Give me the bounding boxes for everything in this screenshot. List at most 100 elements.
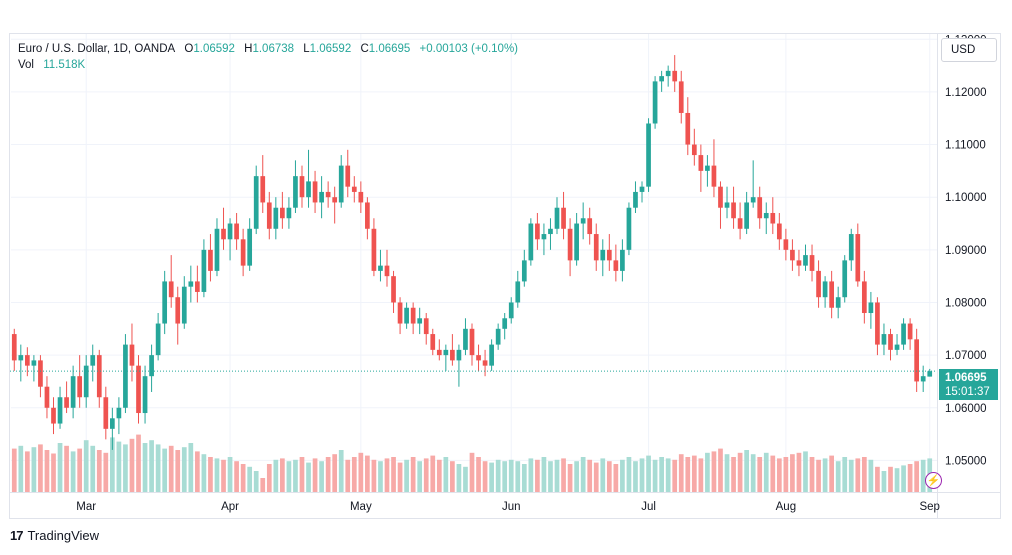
candle-body [633,191,638,208]
candle-body [181,286,187,324]
volume-bar [116,441,122,492]
volume-bar [861,457,867,492]
volume-bar [796,452,802,492]
price-axis[interactable]: 1.05000 1.06000 1.07000 1.08000 1.09000 1.100… [945,34,987,467]
candle-body [691,144,697,156]
volume-bar [835,461,841,492]
volume-bars [11,434,933,492]
volume-bar [397,462,403,492]
candle-body [476,355,481,361]
volume-bar [214,458,220,492]
candle-body [149,355,154,377]
candle-body [96,355,102,398]
volume-bar [423,458,429,492]
candle-body [175,297,181,324]
volume-bar [430,455,436,492]
volume-bar [469,452,475,492]
candle-body [665,70,671,77]
volume-bar [201,454,207,492]
ohlc-row: Euro / U.S. Dollar, 1D, OANDA O1.06592 H… [18,41,518,57]
lightning-icon[interactable]: ⚡ [925,472,942,489]
volume-bar [515,461,521,492]
volume-bar [554,459,560,492]
volume-bar [561,458,566,492]
volume-bar [744,450,749,492]
volume-label[interactable]: Vol [18,59,34,71]
candle-body [312,181,318,203]
candle-body [508,302,514,319]
candle-body [201,249,207,292]
candle-body [345,165,351,187]
candle-body [796,260,802,266]
close-label: C [360,43,369,55]
price-tick-label: 1.08000 [945,297,987,309]
volume-bar [705,452,710,492]
volume-bar [299,457,305,492]
volume-bar [613,464,619,492]
candle-body [70,376,76,408]
volume-bar [345,459,351,492]
volume-bar [855,458,861,492]
brand-name: TradingView [27,528,100,543]
candle-body [293,176,298,208]
candle-body [502,318,508,329]
time-axis[interactable]: Mar Apr May Jun Jul Aug Sep [76,501,940,513]
price-tick-label: 1.11000 [945,140,986,152]
symbol-title[interactable]: Euro / U.S. Dollar, 1D, OANDA [18,43,176,55]
candle-body [803,255,808,266]
tradingview-brand[interactable]: 17 TradingView [10,528,99,543]
chart-frame [9,33,1001,519]
volume-bar [521,464,527,492]
candle-body [659,76,664,82]
volume-bar [541,457,547,492]
open-label: O [184,43,194,55]
volume-bar [482,461,488,492]
volume-bar [142,443,148,492]
volume-bar [338,450,344,492]
time-tick-label: Sep [919,501,939,513]
volume-bar [221,459,226,492]
candle-body [280,207,285,219]
volume-bar [502,461,508,492]
candle-body [195,281,200,292]
volume-bar [96,450,102,492]
candle-body [417,318,423,324]
volume-bar [600,458,606,492]
candle-body [90,355,96,366]
candle-body [672,70,678,82]
price-candles [11,55,933,450]
candle-body [776,223,782,240]
volume-bar [391,457,396,492]
candle-body [64,397,69,408]
candle-body [731,202,736,219]
candle-body [646,123,651,187]
candle-body [188,281,194,287]
time-tick-label: Mar [76,501,96,513]
price-tick-label: 1.12000 [945,87,987,99]
volume-bar [914,461,920,492]
candle-body [737,218,743,229]
candle-body [57,397,63,424]
high-label: H [244,43,253,55]
volume-bar [253,471,259,492]
volume-bar [234,461,239,492]
candle-body [384,265,390,277]
candle-body [332,197,338,203]
time-tick-label: Apr [221,501,239,513]
candle-body [705,165,710,171]
volume-bar [378,461,383,492]
candle-body [626,207,632,250]
candle-body [515,281,521,303]
volume-bar [293,459,298,492]
candle-body [482,360,488,366]
candle-body [404,307,409,324]
candle-body [593,234,599,261]
candle-body [443,349,449,356]
volume-bar [247,466,253,492]
candle-body [587,218,593,235]
volume-bar [450,461,455,492]
candle-body [260,176,266,203]
price-tick-label: 1.09000 [945,245,987,257]
currency-button[interactable]: USD [941,38,997,62]
